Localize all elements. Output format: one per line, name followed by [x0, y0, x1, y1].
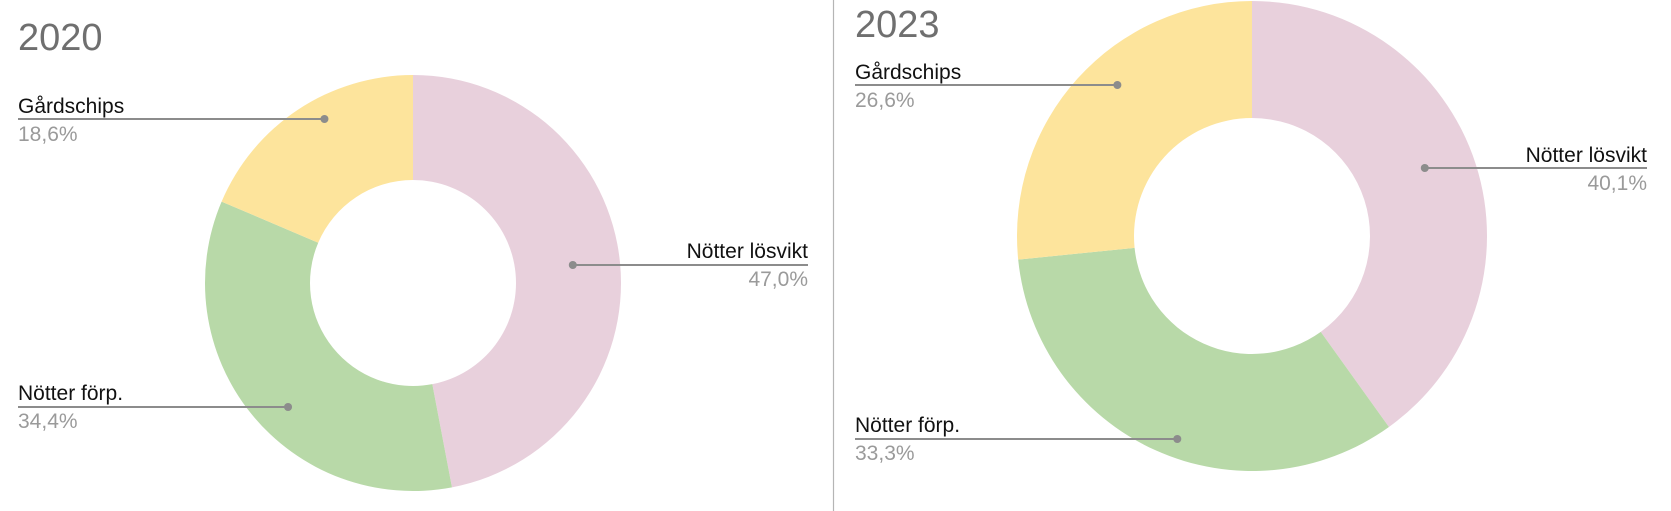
slice-label-notter-forp: Nötter förp. [855, 414, 960, 437]
slice-value-gardschips: 18,6% [18, 123, 78, 146]
donut-chart-2020: 2020 Nötter lösvikt 47,0% Nötter förp. 34,4%… [18, 17, 808, 491]
slice-value-notter-forp: 34,4% [18, 410, 78, 433]
leader-dot-notter-forp [284, 403, 293, 411]
slice-label-notter-losvikt: Nötter lösvikt [687, 240, 809, 263]
slice-label-notter-losvikt: Nötter lösvikt [1526, 144, 1648, 167]
donut-slice-notter-losvikt [413, 75, 622, 488]
leader-dot-notter-losvikt [568, 261, 577, 269]
leader-dot-gardschips [320, 115, 329, 123]
chart-title: 2020 [18, 17, 103, 59]
donut-slice-gardschips [1017, 1, 1252, 260]
slice-label-gardschips: Gårdschips [18, 95, 124, 118]
chart-title: 2023 [855, 4, 940, 46]
slice-label-gardschips: Gårdschips [855, 61, 961, 84]
slice-value-notter-losvikt: 40,1% [1587, 172, 1647, 195]
donut-chart-2023: 2023 Nötter lösvikt 40,1% Nötter förp. 33,3%… [855, 1, 1648, 472]
donut-slice-notter-forp [205, 201, 452, 491]
leader-dot-gardschips [1113, 81, 1122, 89]
donut-slice-notter-forp [1018, 247, 1389, 472]
leader-dot-notter-losvikt [1420, 164, 1429, 172]
donut-slice-notter-losvikt [1252, 1, 1487, 427]
donut-slice-gardschips [221, 75, 413, 243]
slice-value-notter-forp: 33,3% [855, 442, 915, 465]
slice-value-gardschips: 26,6% [855, 89, 915, 112]
leader-dot-notter-forp [1173, 435, 1182, 443]
slice-label-notter-forp: Nötter förp. [18, 382, 123, 405]
slice-value-notter-losvikt: 47,0% [748, 268, 808, 291]
